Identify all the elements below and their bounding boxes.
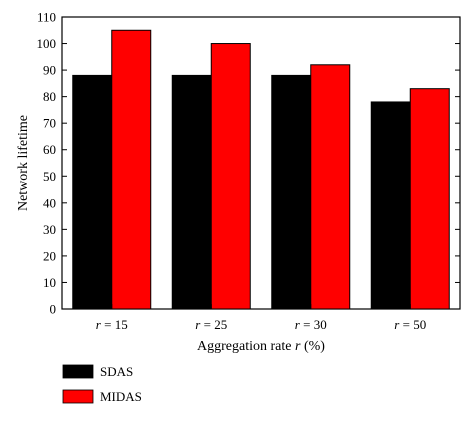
bar-midas-1 xyxy=(111,29,152,310)
legend-label-midas: MIDAS xyxy=(100,389,142,404)
y-tick-label-10: 10 xyxy=(43,275,56,290)
bar-midas-4 xyxy=(409,88,450,310)
y-tick-label-50: 50 xyxy=(43,169,56,184)
y-axis-title: Network lifetime xyxy=(16,115,31,211)
x-tick-label-4: r = 50 xyxy=(394,317,426,332)
bar-midas-2 xyxy=(210,43,251,310)
bar-sdas-2 xyxy=(171,74,212,310)
y-tick-label-80: 80 xyxy=(43,89,56,104)
y-tick-label-30: 30 xyxy=(43,222,56,237)
bar-sdas-4 xyxy=(370,101,411,310)
x-tick-label-2: r = 25 xyxy=(195,317,227,332)
bar-sdas-3 xyxy=(271,74,312,310)
legend-swatch-midas xyxy=(62,389,94,404)
y-tick-label-0: 0 xyxy=(50,302,57,317)
y-tick-label-90: 90 xyxy=(43,63,56,78)
y-tick-label-40: 40 xyxy=(43,195,56,210)
y-tick-label-110: 110 xyxy=(37,10,56,25)
legend-label-sdas: SDAS xyxy=(100,364,133,379)
x-tick-label-1: r = 15 xyxy=(96,317,128,332)
x-tick-label-3: r = 30 xyxy=(295,317,327,332)
x-axis: r = 15 r = 25 r = 30 r = 50 xyxy=(96,304,426,332)
bar-midas-3 xyxy=(310,64,351,310)
legend-swatch-sdas xyxy=(62,364,94,379)
y-tick-label-60: 60 xyxy=(43,142,56,157)
x-axis-title: Aggregation rate r (%) xyxy=(197,339,325,354)
y-tick-label-70: 70 xyxy=(43,116,56,131)
x-axis-title-unit: (%) xyxy=(300,339,325,354)
legend: SDAS MIDAS xyxy=(62,364,142,404)
x-axis-title-main: Aggregation rate xyxy=(197,339,295,354)
y-axis: 0 10 20 30 40 50 60 70 80 90 100 110 xyxy=(37,10,460,317)
plot-frame xyxy=(61,16,461,310)
y-tick-label-20: 20 xyxy=(43,248,56,263)
bar-sdas-1 xyxy=(72,74,113,310)
bars-group xyxy=(72,29,450,310)
y-tick-label-100: 100 xyxy=(37,36,57,51)
x-axis-title-var: r xyxy=(295,339,301,354)
